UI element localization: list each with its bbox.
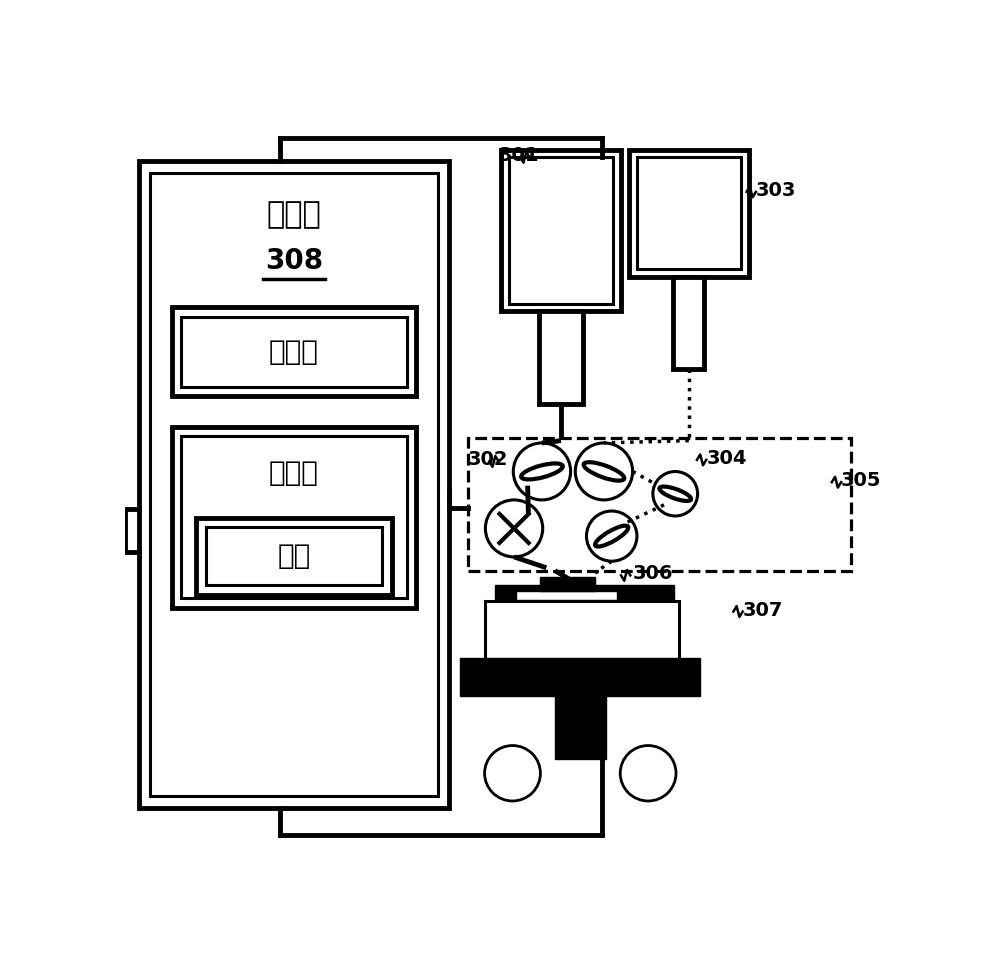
Circle shape (586, 511, 637, 561)
Bar (181, 316, 407, 387)
Bar (637, 157, 741, 269)
Text: 303: 303 (756, 181, 796, 200)
Bar (139, 161, 449, 808)
Bar (673, 277, 704, 369)
Circle shape (485, 500, 543, 557)
Bar (555, 696, 606, 760)
Text: 307: 307 (743, 601, 783, 620)
Bar (629, 149, 749, 277)
Bar (495, 584, 674, 600)
Bar (539, 311, 583, 404)
Text: 指令: 指令 (277, 542, 311, 570)
Bar (485, 601, 679, 659)
Bar (540, 576, 595, 591)
Text: 存储器: 存储器 (269, 459, 319, 487)
Text: 306: 306 (633, 564, 673, 583)
Text: 305: 305 (841, 471, 882, 490)
Text: 处理器: 处理器 (269, 338, 319, 366)
Bar (501, 149, 621, 311)
Bar (196, 518, 392, 595)
Text: 304: 304 (706, 449, 747, 468)
Circle shape (485, 745, 540, 801)
Bar (206, 527, 382, 585)
Circle shape (575, 442, 633, 500)
Bar (509, 157, 613, 304)
Text: 302: 302 (468, 450, 508, 469)
Text: 308: 308 (265, 247, 323, 275)
Text: 控制器: 控制器 (267, 201, 321, 229)
Circle shape (513, 442, 571, 500)
Bar (460, 657, 700, 696)
Bar (172, 308, 416, 396)
Bar (468, 439, 851, 571)
Bar (172, 427, 416, 607)
Bar (181, 436, 407, 599)
Bar (150, 173, 438, 796)
Circle shape (653, 471, 698, 516)
Circle shape (620, 745, 676, 801)
Text: 301: 301 (499, 147, 539, 165)
Bar (516, 591, 617, 600)
